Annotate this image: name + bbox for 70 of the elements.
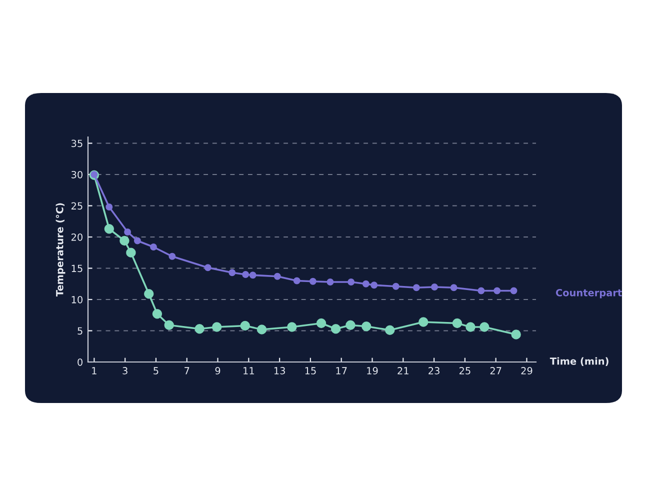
point [274,272,281,280]
y-tick-label: 35 [72,140,82,148]
point [104,224,114,234]
point [362,280,370,288]
x-tick-label: 15 [305,367,316,374]
point [316,318,326,328]
point [204,264,212,272]
point [326,278,334,286]
point [452,318,462,328]
x-tick-label: 29 [521,367,532,374]
x-tick-label: 1 [92,367,96,374]
point [194,324,204,334]
y-tick-label: 5 [78,327,82,335]
x-tick-label: 5 [154,367,158,374]
x-tick-label: 3 [122,367,128,374]
x-tick-label: 19 [367,367,378,374]
x-tick-label: 9 [215,367,220,374]
point [346,320,356,330]
point [385,325,395,335]
text: Counterpart [556,288,622,298]
point [412,284,420,292]
point [418,317,428,327]
x-tick-label: 27 [490,367,502,374]
y-tick-label: 20 [71,233,82,241]
x-tick-label: 23 [428,367,440,374]
point [510,287,518,294]
point [348,278,355,286]
point [466,322,476,332]
point [249,272,256,279]
y-tick-label: 0 [78,358,82,366]
x-tick-label: 17 [336,367,347,374]
point [120,236,130,246]
point [287,322,297,332]
point [168,252,176,260]
x-tick-label: 21 [398,367,408,374]
y-tick-label: 25 [71,202,82,210]
point [256,324,267,334]
point [126,248,136,258]
point [152,309,162,319]
point [478,287,485,294]
point [362,322,372,332]
x-tick-label: 25 [459,367,470,374]
point [450,284,458,292]
point [392,282,400,290]
point [309,278,316,285]
x-axis-title: Time (min) [550,357,608,366]
point [494,287,501,294]
y-tick-label: 30 [72,170,82,178]
point [330,324,341,334]
y-axis-title: Temperature (°C) [56,203,66,297]
x-tick-label: 11 [244,367,254,374]
point [228,269,236,276]
x-tick-label: 7 [184,367,190,374]
point [106,204,113,210]
point [293,277,300,284]
point [212,322,222,332]
point [124,228,132,236]
point [150,244,157,250]
point [242,271,250,278]
point [370,282,378,289]
point [431,284,438,290]
point [480,322,490,332]
y-tick-label: 15 [72,264,82,272]
point [144,289,154,299]
point [511,330,521,340]
y-tick-label: 10 [72,296,82,304]
x-tick-label: 13 [274,367,285,374]
point [134,237,141,244]
point [164,320,174,330]
point [240,320,250,331]
